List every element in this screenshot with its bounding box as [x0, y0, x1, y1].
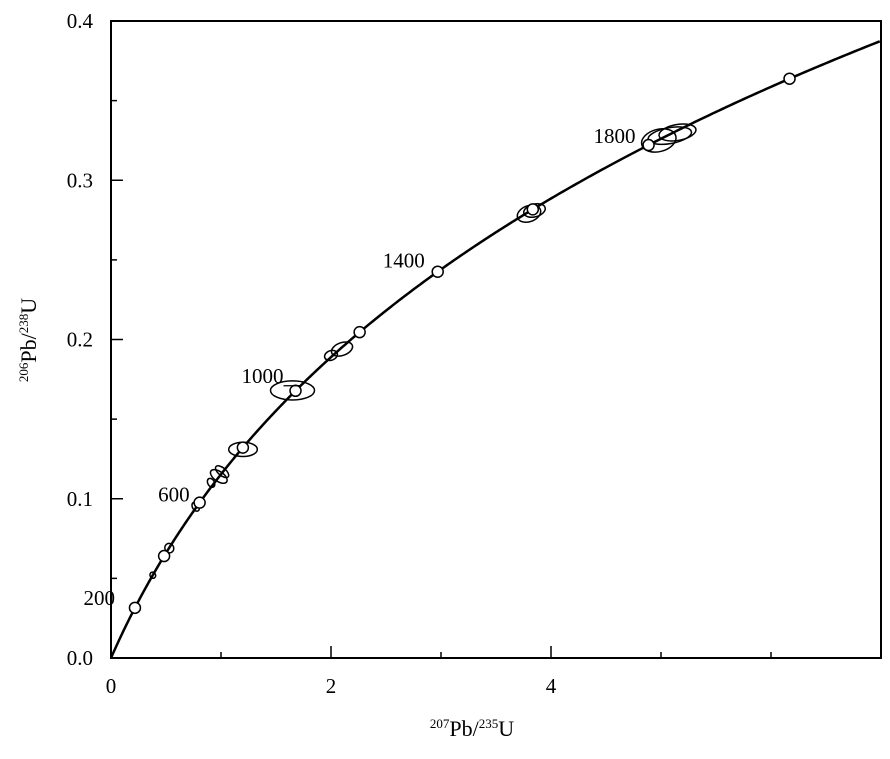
x-axis: 0 2 4: [106, 646, 772, 698]
age-label: 1400: [383, 249, 425, 273]
age-marker: [157, 549, 171, 563]
age-marker: [236, 441, 250, 454]
age-markers: [128, 72, 796, 615]
age-marker: [642, 138, 655, 152]
error-ellipse: [209, 468, 228, 485]
y-tick-label: 0.2: [67, 328, 93, 352]
age-marker: [193, 496, 206, 509]
y-axis-title: 206Pb/238U: [16, 298, 41, 382]
error-ellipse: [149, 571, 157, 580]
x-axis-title: 207Pb/235U: [430, 716, 514, 741]
age-label: 600: [158, 483, 190, 507]
y-tick-label: 0.3: [67, 168, 93, 192]
error-ellipse: [323, 349, 339, 362]
x-tick-label: 0: [106, 674, 117, 698]
y-tick-label: 0.4: [67, 9, 94, 33]
y-tick-label: 0.0: [67, 646, 93, 670]
age-marker: [783, 72, 796, 85]
x-tick-label: 2: [326, 674, 337, 698]
age-label: 1000: [242, 364, 284, 388]
concordia-curve: [109, 40, 881, 659]
y-axis: 0.0 0.1 0.2 0.3 0.4: [67, 9, 123, 670]
age-marker: [431, 265, 444, 278]
y-tick-label: 0.1: [67, 487, 93, 511]
error-ellipse: [214, 465, 230, 479]
error-ellipse: [658, 123, 697, 142]
error-ellipse: [516, 204, 542, 223]
age-label: 1800: [594, 124, 636, 148]
error-ellipses: [149, 123, 697, 580]
error-ellipse: [640, 127, 677, 153]
age-marker: [289, 384, 302, 398]
age-marker: [353, 325, 366, 339]
age-labels: 200 600 1000 1400 1800: [83, 124, 635, 610]
error-ellipse: [206, 477, 216, 489]
age-marker: [128, 601, 142, 615]
plot-area-frame: [110, 20, 882, 659]
error-ellipse: [330, 341, 354, 357]
error-ellipse: [269, 380, 316, 401]
age-label: 200: [83, 586, 115, 610]
x-tick-label: 4: [546, 674, 557, 698]
age-marker: [526, 203, 540, 216]
